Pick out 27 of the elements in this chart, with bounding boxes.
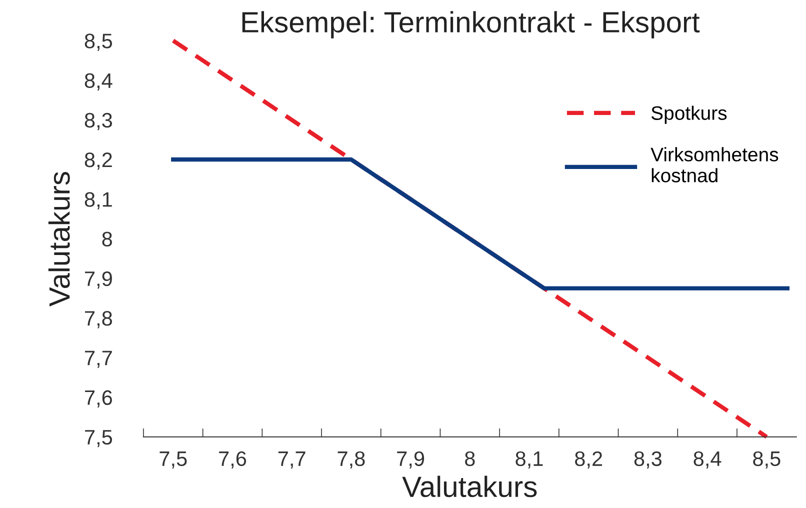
x-tick-label: 8,2 [575, 451, 602, 469]
x-tick-label: 7,5 [160, 452, 187, 469]
y-tick-label: 7,6 [85, 390, 112, 408]
y-tick-label: 7,8 [85, 311, 112, 328]
x-tick-label: 7,8 [338, 451, 365, 469]
y-tick-label: 8,5 [84, 34, 112, 51]
y-tick-label: 8 [102, 232, 112, 247]
x-axis-title: Valutakurs [402, 476, 537, 498]
x-tick-label: 8 [465, 451, 475, 466]
y-tick-label: 7,5 [85, 430, 112, 448]
x-tick-label: 8,4 [694, 451, 722, 469]
y-axis-title: Valutakurs [48, 172, 70, 306]
y-tick-label: 8,3 [84, 112, 112, 130]
chart-title: Eksempel: Terminkontrakt - Eksport [242, 11, 700, 38]
legend-label: Virksomhetens kostnad [650, 147, 778, 182]
x-tick-label: 8,1 [516, 451, 543, 469]
x-tick-label: 7,6 [219, 451, 246, 469]
y-tick-label: 7,9 [85, 271, 112, 289]
x-tick-label: 7,7 [278, 452, 306, 469]
y-tick-label: 8,1 [84, 192, 112, 210]
legend-label: Spotkurs [651, 106, 727, 124]
y-tick-label: 8,2 [84, 152, 112, 170]
x-tick-label: 8,5 [753, 451, 780, 469]
x-tick-label: 8,3 [634, 451, 662, 469]
y-tick-label: 7,7 [85, 350, 112, 368]
y-tick-label: 8,4 [84, 73, 112, 90]
x-tick-label: 7,9 [397, 451, 424, 469]
